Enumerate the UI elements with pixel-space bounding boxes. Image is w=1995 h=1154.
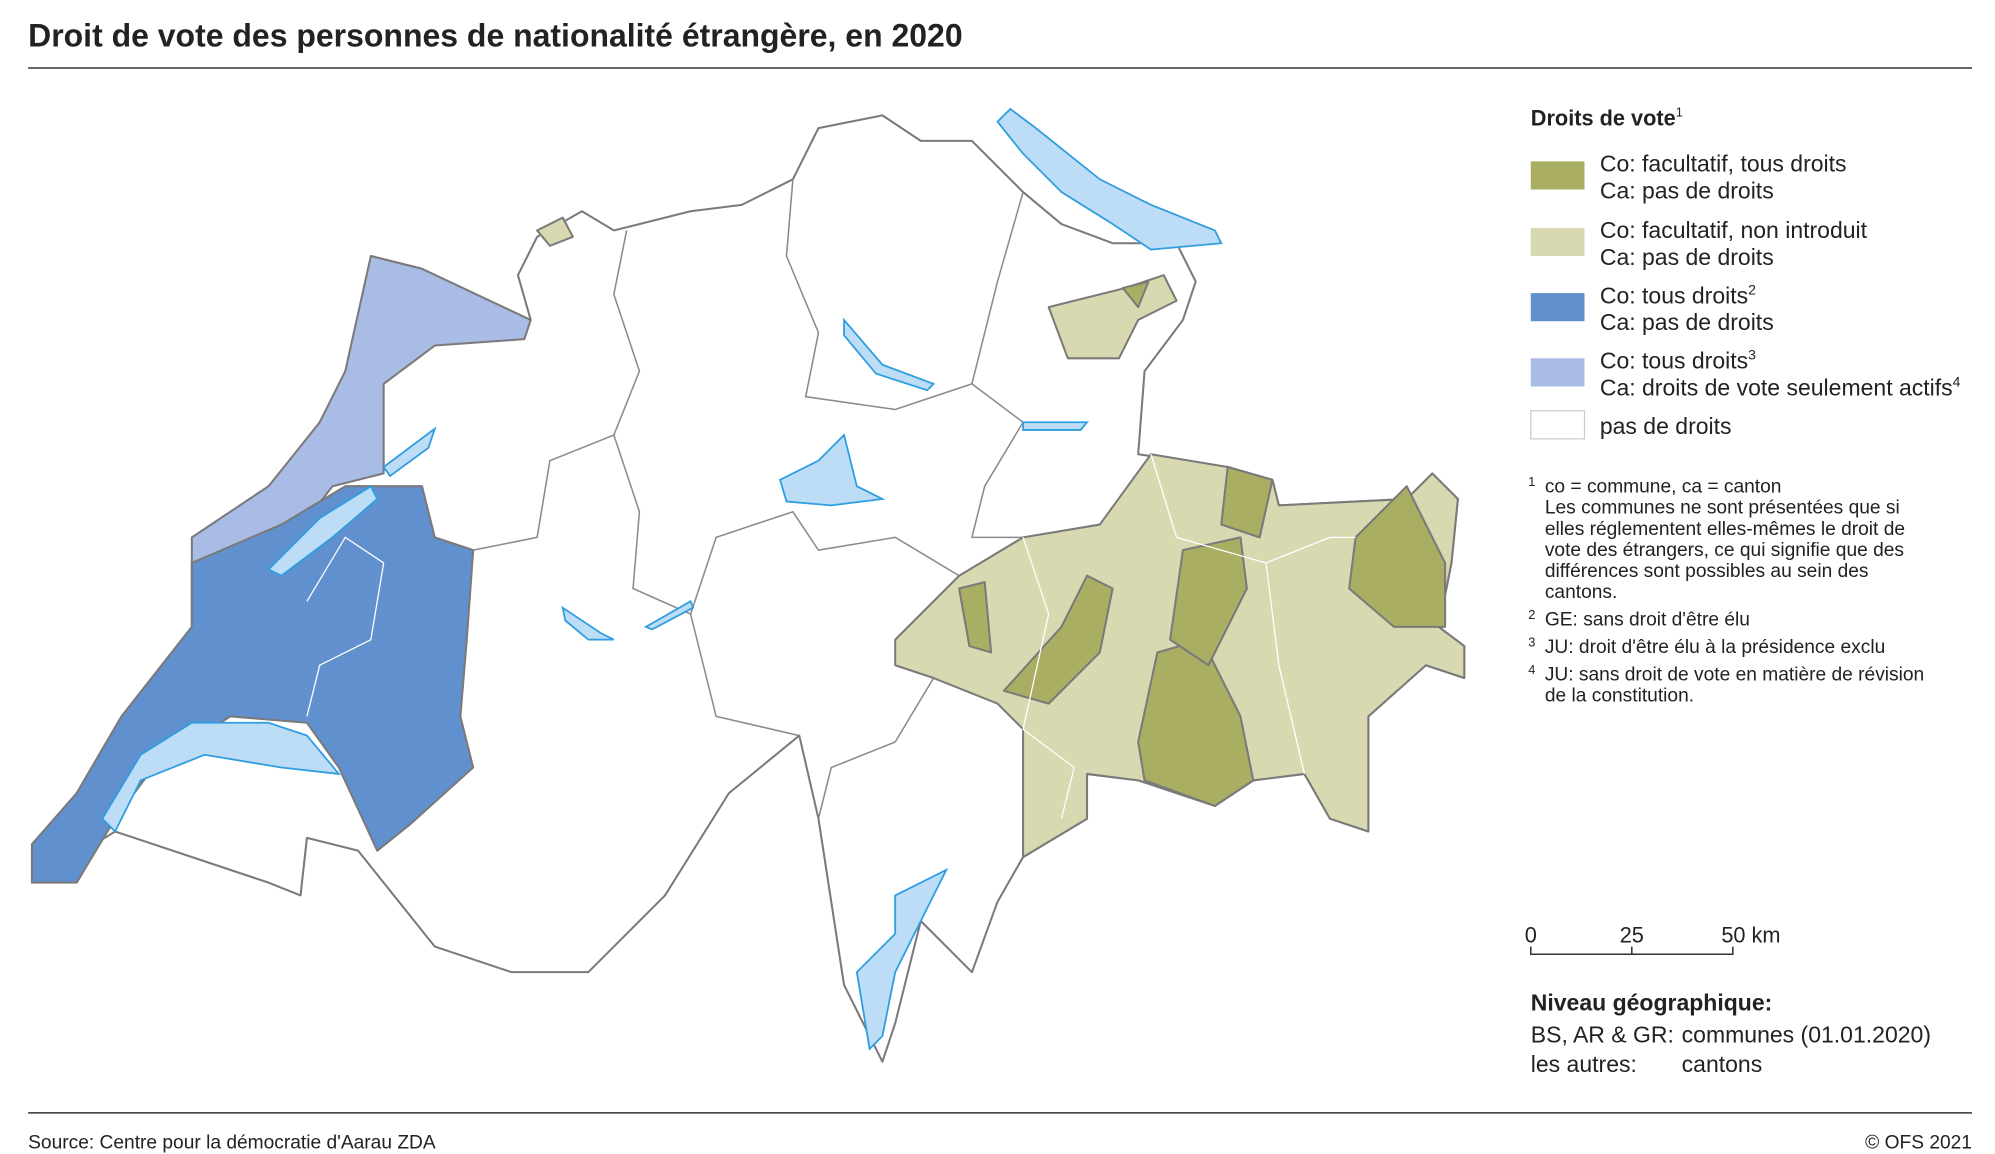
- legend-title-text: Droits de vote: [1531, 106, 1676, 131]
- scale-label: 50 km: [1721, 923, 1780, 948]
- legend-label: Co: tous droits3: [1600, 347, 1756, 374]
- canton-border: [613, 230, 800, 737]
- footnote-line: JU: droit d'être élu à la présidence exc…: [1545, 637, 1885, 658]
- commune-border: [306, 536, 385, 717]
- vaud-geneve: [30, 485, 475, 884]
- legend-swatch: [1530, 358, 1585, 387]
- communes: [958, 581, 993, 654]
- legend-label: Ca: pas de droits: [1600, 309, 1774, 335]
- legend-title: Droits de vote1: [1531, 105, 1683, 131]
- legend-swatch: [1530, 227, 1585, 257]
- legend-label: Ca: droits de vote seulement actifs4: [1600, 373, 1961, 400]
- footnote-marker: 3: [1528, 635, 1535, 650]
- level-title: Niveau géographique:: [1531, 990, 1773, 1016]
- legend-label-note: 3: [1748, 347, 1756, 363]
- legend-label: Co: facultatif, tous droits: [1600, 151, 1847, 177]
- legend-swatch: [1530, 161, 1585, 190]
- footnote-line: cantons.: [1545, 582, 1617, 603]
- legend-label: Ca: pas de droits: [1600, 244, 1774, 270]
- legend-swatch: [1530, 293, 1585, 322]
- canton-border: [971, 191, 1024, 385]
- legend-label: Co: facultatif, non introduit: [1600, 217, 1868, 243]
- scale-bar: 0 25 50 km: [1525, 923, 1781, 956]
- communes: [1348, 485, 1447, 628]
- canton-border: [785, 179, 1025, 539]
- footnote-line: différences sont possibles au sein des: [1545, 561, 1869, 582]
- footnote-line: JU: sans droit de vote en matière de rév…: [1545, 665, 1924, 686]
- lake: [855, 867, 949, 1051]
- communes: [1137, 638, 1255, 807]
- lake: [643, 600, 695, 631]
- lake: [996, 107, 1223, 251]
- legend-label-text: Co: tous droits: [1600, 348, 1748, 374]
- lake: [1022, 421, 1089, 431]
- legend-label-text: Co: facultatif, non introduit: [1600, 217, 1868, 243]
- level-value: cantons: [1682, 1051, 1763, 1077]
- footnote-marker: 2: [1528, 607, 1535, 622]
- scale-label: 25: [1620, 923, 1644, 948]
- legend-label-text: Ca: droits de vote seulement actifs: [1600, 374, 1953, 400]
- title: Droit de vote des personnes de nationali…: [28, 17, 962, 53]
- commune-border: [1265, 562, 1306, 775]
- footnote-line: elles réglementent elles-mêmes le droit …: [1545, 519, 1905, 540]
- canton-border: [473, 434, 615, 551]
- legend-swatch: [1530, 410, 1586, 440]
- footnote-marker: 4: [1528, 662, 1535, 677]
- communes: [1220, 465, 1274, 539]
- commune-border: [1022, 537, 1075, 819]
- level-key: les autres:: [1531, 1051, 1637, 1077]
- source: Source: Centre pour la démocratie d'Aara…: [28, 1133, 436, 1154]
- legend-label-text: Co: facultatif, tous droits: [1600, 151, 1847, 177]
- legend-label-text: Co: tous droits: [1600, 282, 1748, 308]
- level-value: communes (01.01.2020): [1682, 1022, 1931, 1048]
- map: [30, 107, 1466, 1063]
- legend-label-text: Ca: pas de droits: [1600, 177, 1774, 203]
- footnote-line: Les communes ne sont présentées que si: [1545, 498, 1900, 519]
- legend-label-text: Ca: pas de droits: [1600, 244, 1774, 270]
- legend: Droits de vote1 Co: facultatif, tous dro…: [1530, 105, 1961, 440]
- legend-label-text: pas de droits: [1600, 413, 1732, 439]
- communes: [1002, 574, 1114, 705]
- level-key: BS, AR & GR:: [1531, 1022, 1674, 1048]
- lake: [267, 484, 379, 577]
- lake: [779, 433, 886, 507]
- legend-label: Ca: pas de droits: [1600, 177, 1774, 203]
- communes: [1169, 536, 1248, 667]
- legend-label-note: 2: [1748, 281, 1756, 297]
- legend-label: pas de droits: [1600, 413, 1732, 439]
- legend-title-note: 1: [1676, 105, 1683, 120]
- basel-stadt: [536, 216, 574, 247]
- legend-label-note: 4: [1953, 373, 1961, 389]
- lake: [843, 317, 936, 392]
- communes: [1121, 280, 1150, 309]
- lake: [382, 426, 437, 478]
- lake: [561, 605, 615, 641]
- legend-label: Co: tous droits2: [1600, 281, 1756, 308]
- scale-label: 0: [1525, 923, 1537, 948]
- footnote-line: GE: sans droit d'être élu: [1545, 610, 1750, 631]
- footnote-line: vote des étrangers, ce qui signifie que …: [1545, 540, 1904, 561]
- footnote-marker: 1: [1528, 474, 1535, 489]
- footnote-line: de la constitution.: [1545, 686, 1694, 707]
- geo-level: Niveau géographique: BS, AR & GR: commun…: [1531, 990, 1931, 1077]
- legend-label-text: Ca: pas de droits: [1600, 309, 1774, 335]
- footnote-line: co = commune, ca = canton: [1545, 477, 1782, 498]
- copyright: © OFS 2021: [1865, 1133, 1972, 1154]
- lake: [101, 721, 342, 834]
- canton-border: [689, 510, 960, 615]
